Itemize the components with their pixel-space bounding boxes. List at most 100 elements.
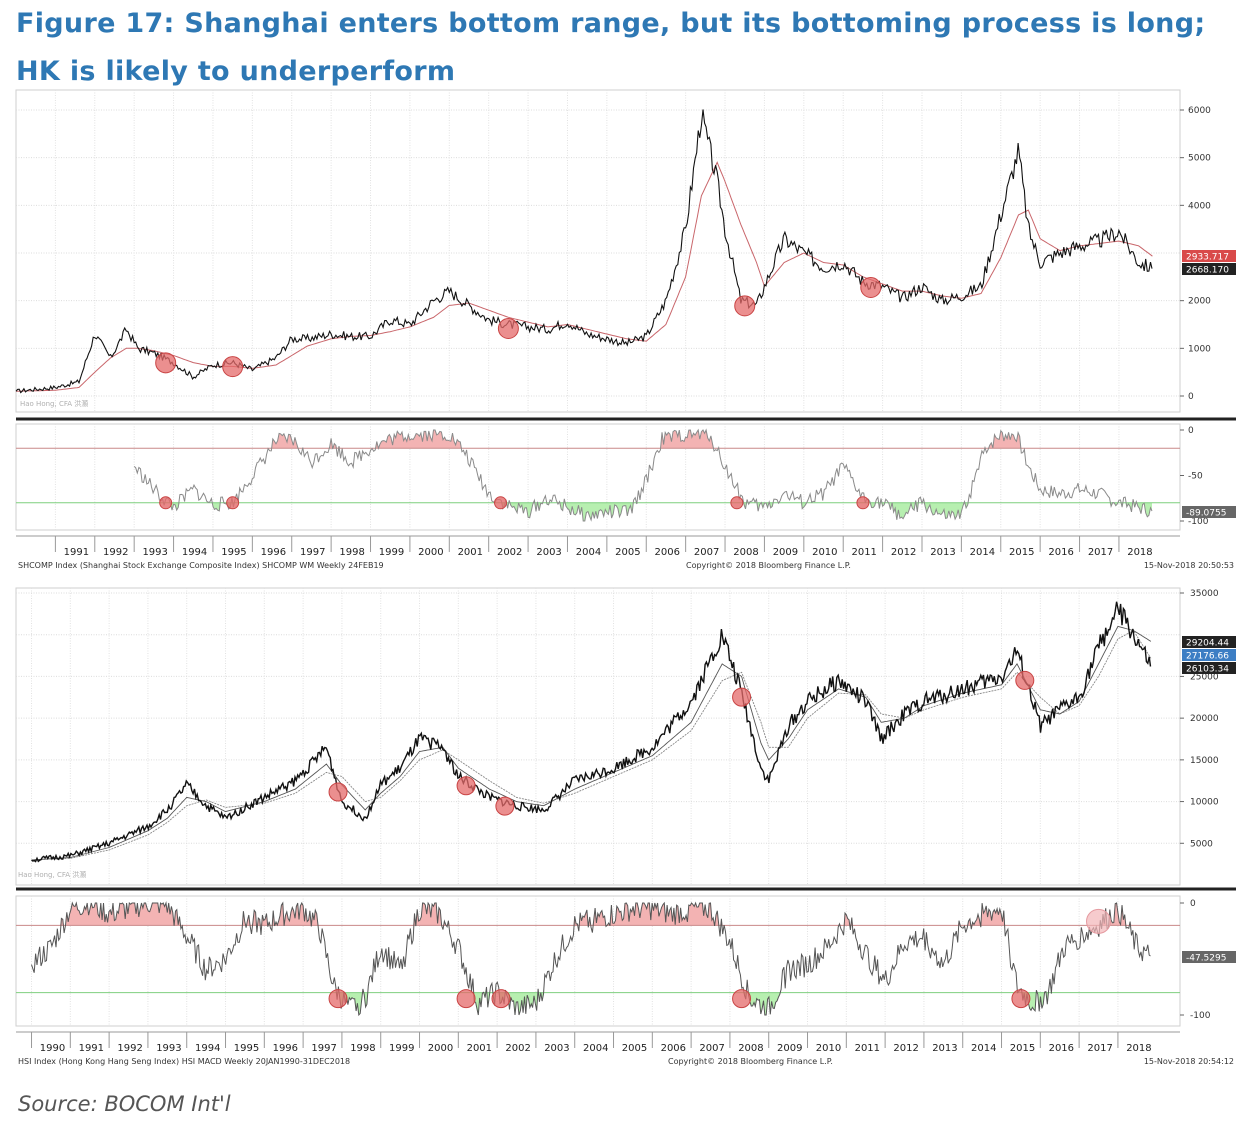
hsi-ma-long-value-label-bg [1182,649,1236,661]
watermark-hsi: Hao Hong, CFA 洪灝 [18,870,86,879]
hsi-ma-short-value-label: 29204.44 [1186,639,1229,649]
shanghai-ma-line [16,161,1153,392]
hsi-bottom-marker [1015,670,1035,690]
shanghai-ma-value-label-bg [1182,250,1236,262]
shanghai-osc-marker [226,496,240,510]
shanghai-osc-ytick: -50 [1188,472,1203,482]
shanghai-footer-center: Copyright© 2018 Bloomberg Finance L.P. [686,561,851,570]
axis-year-label: 2011 [855,1043,880,1054]
axis-year-label: 2007 [694,547,719,558]
hsi-osc-bottom-marker [328,989,348,1009]
hsi-footer-right: 15-Nov-2018 20:54:12 [1144,1057,1234,1066]
axis-year-label: 2016 [1048,547,1073,558]
axis-year-label: 2015 [1010,1043,1035,1054]
axis-year-label: 2015 [1009,547,1034,558]
shanghai-price-ytick: 1000 [1188,344,1211,354]
hsi-price-ytick: 25000 [1190,672,1219,682]
shanghai-oversold-fill [134,502,1152,521]
axis-year-label: 1994 [182,547,207,558]
axis-year-label: 2003 [536,547,561,558]
hsi-bottom-marker [732,687,752,707]
axis-year-label: 2017 [1088,547,1113,558]
hsi-price-ytick: 10000 [1190,798,1219,808]
axis-year-label: 1999 [379,547,404,558]
shanghai-price-panel: 6000 5000 4000 2000 1000 0 2933.717 2668.170 [15,89,1236,421]
hsi-osc-bottom-marker [491,989,511,1009]
shanghai-osc-marker [856,496,870,510]
hsi-last-value-label: 26103.34 [1186,665,1229,675]
axis-year-label: 1990 [40,1043,65,1054]
axis-year-label: 1994 [195,1043,220,1054]
axis-year-label: 1996 [261,547,286,558]
shanghai-footer-right: 15-Nov-2018 20:50:53 [1144,561,1234,570]
hsi-osc-value-label: -47.5295 [1186,954,1226,964]
axis-year-label: 2010 [812,547,837,558]
axis-year-label: 1992 [117,1043,142,1054]
axis-year-label: 2007 [699,1043,724,1054]
shanghai-overbought-fill [134,430,1152,449]
shanghai-price-line [15,109,1153,394]
shanghai-price-ytick: 0 [1188,392,1194,402]
shanghai-osc-line [133,428,1153,522]
shanghai-year-axis: 1991 1992 1993 1994 1995 1996 1997 1998 1999 2000… [16,535,1180,558]
axis-year-label: 2003 [544,1043,569,1054]
hsi-oscillator-panel: 0 -100 -47.5295 [15,895,1236,1027]
shanghai-price-ytick: 6000 [1188,106,1211,116]
shanghai-bottom-marker [155,352,177,374]
hsi-footer-left: HSI Index (Hong Kong Hang Seng Index) HS… [18,1057,350,1066]
shanghai-price-ytick: 4000 [1188,201,1211,211]
axis-year-label: 1997 [300,547,325,558]
axis-year-label: 2017 [1087,1043,1112,1054]
hsi-ma-long-line [31,629,1152,861]
shanghai-price-ytick: 5000 [1188,154,1211,164]
shanghai-price-frame [15,89,1181,413]
axis-year-label: 2012 [891,547,916,558]
axis-year-label: 1992 [103,547,128,558]
axis-year-label: 2013 [930,547,955,558]
shanghai-osc-ytick: 0 [1188,426,1194,436]
axis-year-label: 2004 [583,1043,608,1054]
hsi-bottom-marker [495,796,515,816]
shanghai-osc-value-label-bg [1182,506,1236,518]
hsi-bottom-marker [456,776,476,796]
axis-year-label: 2000 [428,1043,453,1054]
axis-year-label: 1995 [221,547,246,558]
hsi-osc-bottom-marker [732,989,752,1009]
hsi-osc-bottom-marker [456,989,476,1009]
axis-year-label: 2002 [497,547,522,558]
shanghai-ma-value-label: 2933.717 [1186,253,1229,263]
axis-year-label: 2009 [777,1043,802,1054]
shanghai-osc-ytick: -100 [1188,517,1209,527]
axis-year-label: 2018 [1126,1043,1151,1054]
hsi-price-line [31,601,1152,863]
axis-year-label: 1993 [142,547,167,558]
shanghai-osc-frame [15,423,1181,531]
hsi-ma-short-value-label-bg [1182,636,1236,648]
figure-title: Figure 17: Shanghai enters bottom range,… [16,8,1206,87]
hsi-price-ytick: 20000 [1190,714,1219,724]
hsi-osc-ytick: -100 [1190,1011,1211,1021]
axis-year-label: 1991 [64,547,89,558]
axis-year-label: 2008 [733,547,758,558]
axis-year-label: 2005 [622,1043,647,1054]
hsi-bottom-marker [328,782,348,802]
shanghai-last-value-label: 2668.170 [1186,266,1229,276]
axis-year-label: 2004 [576,547,601,558]
axis-year-label: 2014 [970,547,995,558]
axis-year-label: 1995 [234,1043,259,1054]
watermark-shanghai: Hao Hong, CFA 洪灝 [20,399,88,408]
source-note: Source: BOCOM Int'l [18,1092,231,1116]
shanghai-footer-left: SHCOMP Index (Shanghai Stock Exchange Co… [18,561,384,570]
hsi-ma-long-value-label: 27176.66 [1186,652,1229,662]
axis-year-label: 1991 [79,1043,104,1054]
axis-year-label: 2002 [505,1043,530,1054]
axis-year-label: 1993 [156,1043,181,1054]
hsi-price-ytick: 15000 [1190,756,1219,766]
axis-year-label: 2000 [418,547,443,558]
shanghai-osc-marker [730,496,744,510]
hsi-year-axis: 1990 1991 1992 1993 1994 1995 1996 1997 1998 1999… [16,1031,1180,1054]
shanghai-bottom-marker [497,318,519,339]
hsi-footer-center: Copyright© 2018 Bloomberg Finance L.P. [668,1057,833,1066]
shanghai-osc-marker [159,496,173,510]
